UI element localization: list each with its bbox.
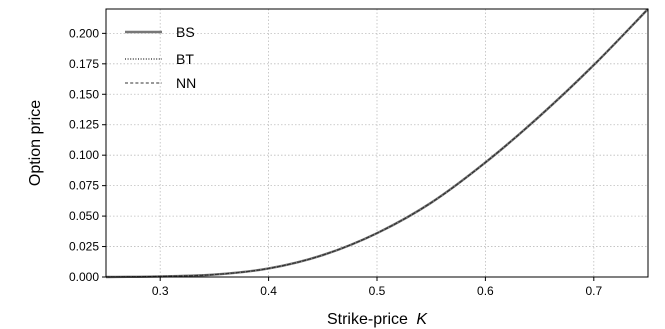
series-line-bt [105, 8, 649, 278]
y-axis-label: Option price [27, 100, 44, 186]
x-tick-label: 0.4 [260, 284, 277, 298]
y-tick-label: 0.175 [69, 57, 99, 71]
x-tick-label: 0.5 [369, 284, 386, 298]
series-lines [105, 8, 649, 279]
y-axis-ticks: 0.000 0.025 0.050 0.075 0.100 0.125 0.150 0.175… [69, 26, 106, 284]
y-tick-label: 0.075 [69, 179, 99, 193]
y-tick-label: 0.025 [69, 240, 99, 254]
x-axis-ticks: 0.3 0.4 0.5 0.6 0.7 [152, 277, 602, 298]
x-tick-label: 0.7 [585, 284, 602, 298]
legend-label-nn: NN [176, 75, 196, 91]
legend-label-bt: BT [176, 51, 194, 67]
y-tick-label: 0.050 [69, 209, 99, 223]
x-tick-label: 0.3 [152, 284, 169, 298]
grid [106, 9, 648, 278]
legend: BS BT NN [125, 24, 196, 91]
x-axis-label: Strike-price K [327, 311, 428, 328]
y-tick-label: 0.000 [69, 270, 99, 284]
x-tick-label: 0.6 [477, 284, 494, 298]
y-tick-label: 0.150 [69, 87, 99, 101]
legend-label-bs: BS [176, 24, 195, 40]
x-axis-label-text: Strike-price [327, 311, 408, 328]
x-axis-label-symbol: K [416, 311, 428, 328]
y-tick-label: 0.100 [69, 148, 99, 162]
y-tick-label: 0.200 [69, 26, 99, 40]
y-tick-label: 0.125 [69, 118, 99, 132]
